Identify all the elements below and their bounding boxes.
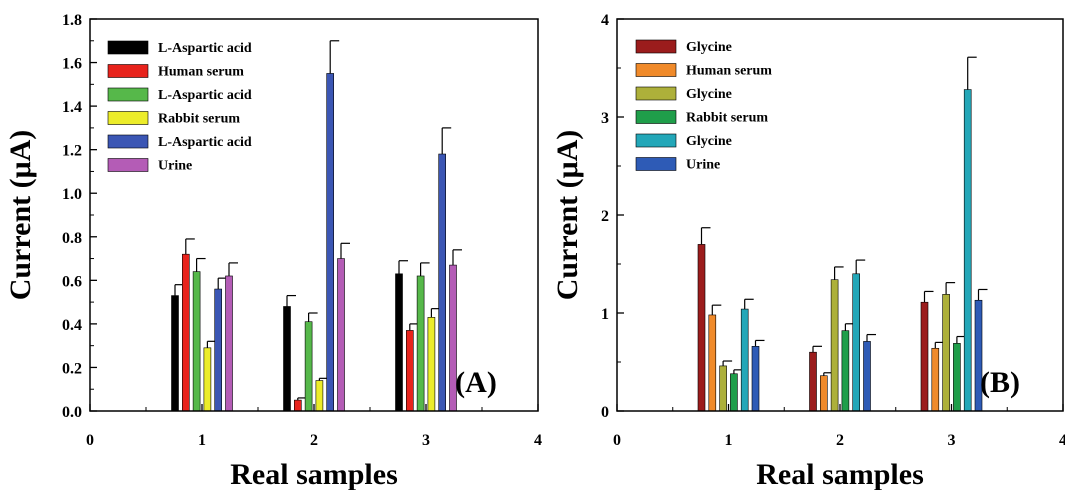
y-tick-label: 1.2 xyxy=(62,143,82,160)
bar xyxy=(719,365,727,412)
bar xyxy=(920,301,929,412)
bar xyxy=(841,330,850,412)
y-axis-title: Current (μA) xyxy=(551,130,584,301)
y-tick-label: 2 xyxy=(601,208,609,225)
bar xyxy=(214,288,222,412)
legend-label: L-Aspartic acid xyxy=(158,41,252,56)
legend-label: Glycine xyxy=(686,87,732,102)
bar xyxy=(315,380,324,412)
bar xyxy=(203,347,212,412)
bar xyxy=(740,308,749,412)
legend-swatch xyxy=(107,87,149,102)
bar xyxy=(963,89,972,412)
x-axis-title: Real samples xyxy=(230,458,398,490)
y-tick-label: 1 xyxy=(601,306,609,323)
legend-swatch xyxy=(635,63,677,77)
bar xyxy=(708,314,717,412)
y-tick-label: 1.6 xyxy=(62,56,82,73)
y-tick-label: 0.6 xyxy=(62,273,82,290)
bar xyxy=(293,399,302,412)
bar xyxy=(819,375,828,412)
chart-panel-b: 0 1 2 3 4 0 1 2 3 4 Real samples Current (μA) Glycin… xyxy=(551,12,1065,490)
legend-label: Rabbit serum xyxy=(686,111,768,126)
y-tick-label: 3 xyxy=(601,110,609,127)
x-tick-label: 2 xyxy=(836,432,844,449)
legend-swatch xyxy=(107,40,149,55)
bar xyxy=(809,351,817,412)
legend-swatch xyxy=(107,64,149,78)
legend-swatch xyxy=(635,157,677,171)
x-axis-title: Real samples xyxy=(756,458,924,490)
legend-label: Urine xyxy=(158,159,192,174)
legend-label: L-Aspartic acid xyxy=(158,88,252,103)
bar xyxy=(863,341,871,412)
legend-swatch xyxy=(107,134,149,149)
x-tick-label: 0 xyxy=(613,432,621,449)
x-tick-label: 0 xyxy=(86,432,94,449)
y-axis-title: Current (μA) xyxy=(4,130,37,301)
y-tick-label: 0.4 xyxy=(62,317,82,334)
legend-swatch xyxy=(635,39,677,54)
bar xyxy=(283,306,291,412)
bar xyxy=(438,153,447,412)
bar xyxy=(171,295,179,412)
legend-swatch xyxy=(107,158,149,172)
bar xyxy=(427,317,436,412)
legend: Glycine Human serum Glycine Rabbit serum Gly… xyxy=(635,39,772,173)
bar xyxy=(416,275,425,412)
legend-label: Urine xyxy=(686,158,720,173)
chart-panel-a: 0.0 0.2 0.4 0.6 0.8 1.0 1.2 1.4 1.6 1.8 0 1 2 3 4 Real … xyxy=(4,12,542,490)
bar xyxy=(304,321,313,412)
y-tick-label: 4 xyxy=(601,12,609,29)
bar xyxy=(751,346,760,412)
bar xyxy=(326,73,335,412)
bar xyxy=(182,253,190,412)
bar xyxy=(852,273,861,412)
legend-label: Rabbit serum xyxy=(158,112,240,127)
legend-label: Glycine xyxy=(686,40,732,55)
legend: L-Aspartic acid Human serum L-Aspartic aci… xyxy=(107,40,252,174)
panel-label: (B) xyxy=(980,366,1020,399)
panel-label: (A) xyxy=(455,366,497,399)
x-tick-label: 2 xyxy=(310,432,318,449)
y-tick-label: 0.2 xyxy=(62,360,82,377)
bar xyxy=(830,279,839,412)
x-tick-label: 1 xyxy=(198,432,206,449)
x-tick-label: 3 xyxy=(422,432,430,449)
legend-label: Human serum xyxy=(686,64,772,79)
bar xyxy=(730,373,738,412)
bar xyxy=(931,347,940,412)
legend-swatch xyxy=(107,111,149,125)
bar xyxy=(225,275,233,412)
bar xyxy=(337,258,345,412)
bar xyxy=(953,343,961,412)
legend-label: Glycine xyxy=(686,134,732,149)
x-tick-label: 4 xyxy=(534,432,542,449)
y-tick-label: 1.4 xyxy=(62,99,82,116)
legend-label: L-Aspartic acid xyxy=(158,135,252,150)
y-tick-label: 0.0 xyxy=(62,404,82,421)
legend-swatch xyxy=(635,86,677,101)
y-tick-label: 1.0 xyxy=(62,186,82,203)
bar xyxy=(697,244,706,412)
bar xyxy=(405,330,414,412)
x-tick-label: 4 xyxy=(1059,432,1065,449)
x-tick-label: 3 xyxy=(948,432,956,449)
y-tick-label: 1.8 xyxy=(62,12,82,29)
y-tick-label: 0 xyxy=(601,404,609,421)
plot-frame xyxy=(616,18,1064,412)
bar xyxy=(395,273,403,412)
legend-label: Human serum xyxy=(158,65,244,80)
x-tick-label: 1 xyxy=(725,432,733,449)
legend-swatch xyxy=(635,133,677,148)
y-tick-label: 0.8 xyxy=(62,230,82,247)
legend-swatch xyxy=(635,110,677,124)
bar xyxy=(942,294,950,412)
bar xyxy=(192,271,201,412)
